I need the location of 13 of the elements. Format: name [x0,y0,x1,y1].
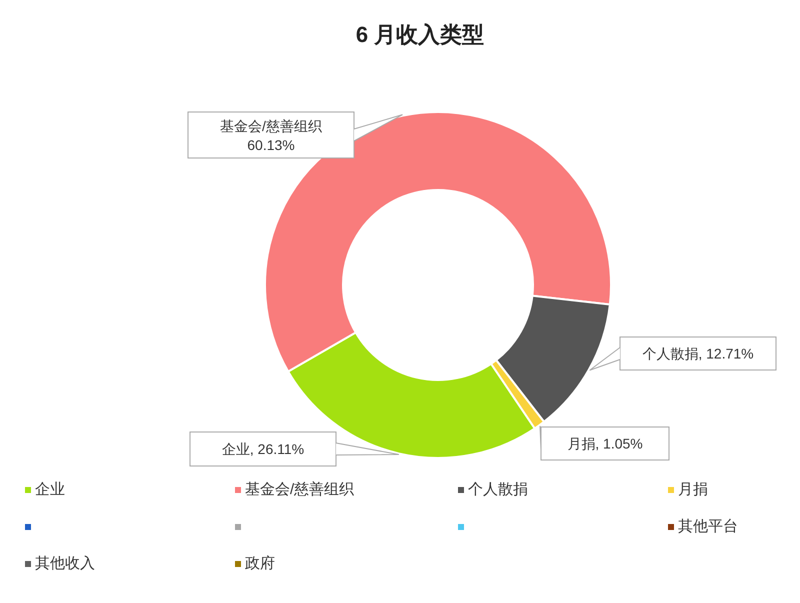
slice-label: 基金会/慈善组织 [220,118,322,134]
data-label: 60.13% [247,137,295,153]
legend-label: 其他收入 [35,555,95,572]
data-label: 企业, 26.11% [222,441,304,457]
chart-title: 6 月收入类型 [356,22,484,47]
legend-label: 其他平台 [678,518,738,535]
legend-label: 月捐 [678,481,708,498]
data-label: 个人散捐, 12.71% [642,346,754,362]
legend-label: 政府 [245,555,275,572]
legend-label: 企业 [35,481,65,498]
legend-label: 基金会/慈善组织 [245,481,354,498]
legend-label: 个人散捐 [468,481,528,498]
data-label: 月捐, 1.05% [567,436,643,452]
